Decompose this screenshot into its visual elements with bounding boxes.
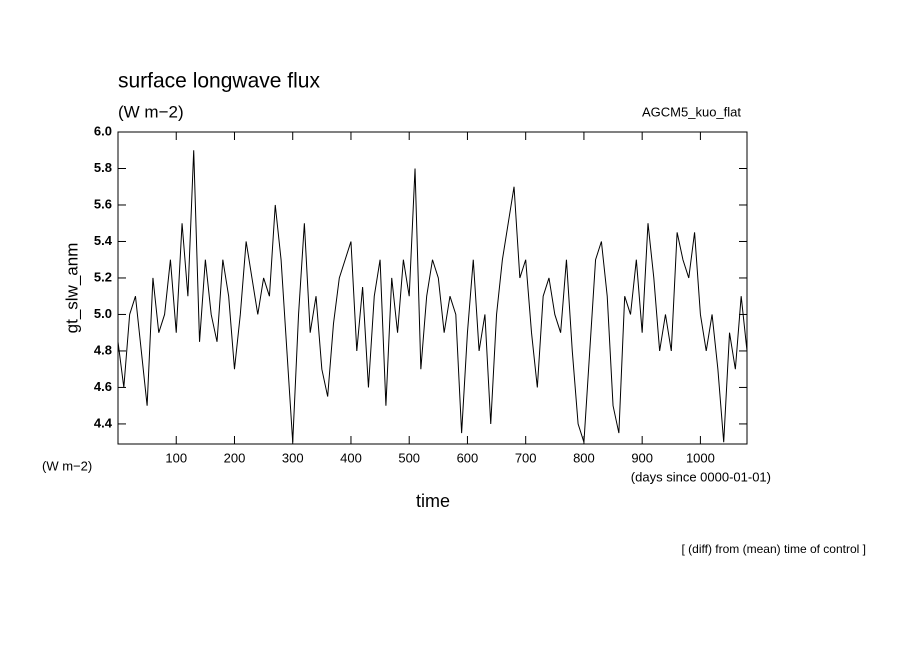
x-tick-label: 500 [398,450,420,465]
plot-frame [117,131,748,445]
x-tick-label: 900 [631,450,653,465]
y-axis-label: gt_slw_anm [62,243,81,334]
x-units: (days since 0000-01-01) [631,469,771,484]
x-tick-label: 100 [165,450,187,465]
y-tick-label: 6.0 [94,123,112,138]
units: (W m−2) [118,102,184,121]
note: [ (diff) from (mean) time of control ] [682,542,867,556]
y-tick-label: 5.8 [94,160,112,175]
x-axis-label: time [416,491,450,511]
data-line [117,150,748,443]
y-tick-label: 5.2 [94,269,112,284]
y-tick-label: 4.8 [94,342,112,357]
y-units: (W m−2) [42,458,92,473]
y-tick-label: 5.4 [94,233,113,248]
x-tick-label: 600 [457,450,479,465]
y-tick-label: 5.0 [94,306,112,321]
y-tick-label: 5.6 [94,196,112,211]
chart-title: surface longwave flux [118,70,320,93]
y-tick-label: 4.4 [94,415,113,430]
x-tick-label: 800 [573,450,595,465]
x-tick-label: 300 [282,450,304,465]
x-tick-label: 700 [515,450,537,465]
y-tick-label: 4.6 [94,379,112,394]
x-tick-label: 1000 [686,450,715,465]
annotation: AGCM5_kuo_flat [642,104,741,119]
x-tick-label: 400 [340,450,362,465]
x-tick-label: 200 [224,450,246,465]
